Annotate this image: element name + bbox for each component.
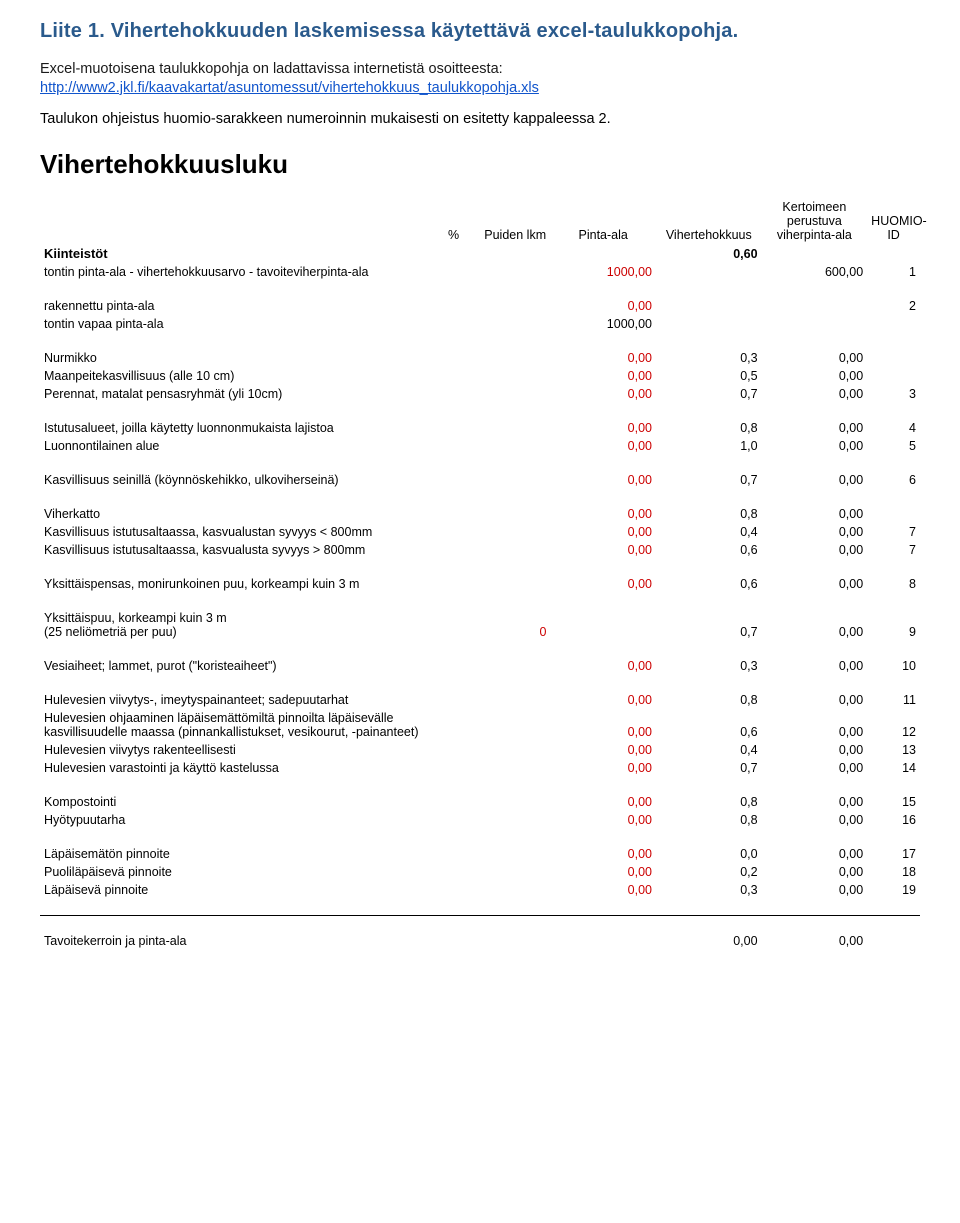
row-label: rakennettu pinta-ala (40, 297, 427, 315)
row-label: Hyötypuutarha (40, 811, 427, 829)
table-row (40, 489, 920, 505)
row-label: Kasvillisuus istutusaltaassa, kasvualust… (40, 523, 427, 541)
row-label: Hulevesien ohjaaminen läpäisemättömiltä … (40, 709, 427, 741)
table-row: Hulevesien viivytys rakenteellisesti0,00… (40, 741, 920, 759)
row-label: Kasvillisuus istutusaltaassa, kasvualust… (40, 541, 427, 559)
row-label: Viherkatto (40, 505, 427, 523)
kiinteistot-row: Kiinteistöt 0,60 (40, 244, 920, 263)
footer-row: Tavoitekerroin ja pinta-ala 0,000,00 (40, 932, 920, 950)
table-row: tontin vapaa pinta-ala1000,00 (40, 315, 920, 333)
table-row (40, 641, 920, 657)
row-label: Kasvillisuus seinillä (köynnöskehikko, u… (40, 471, 427, 489)
table-row: Hulevesien varastointi ja käyttö kastelu… (40, 759, 920, 777)
table-row (40, 559, 920, 575)
row-label: Vesiaiheet; lammet, purot ("koristeaihee… (40, 657, 427, 675)
table-row: Kasvillisuus istutusaltaassa, kasvualust… (40, 541, 920, 559)
kiinteistot-value: 0,60 (656, 244, 762, 263)
description-text: Taulukon ohjeistus huomio-sarakkeen nume… (40, 111, 920, 127)
footer-label: Tavoitekerroin ja pinta-ala (40, 932, 427, 950)
document-page: Liite 1. Vihertehokkuuden laskemisessa k… (20, 0, 940, 980)
row-label: Hulevesien viivytys-, imeytyspainanteet;… (40, 691, 427, 709)
table-row (40, 777, 920, 793)
section-heading: Vihertehokkuusluku (40, 149, 920, 180)
download-link[interactable]: http://www2.jkl.fi/kaavakartat/asuntomes… (40, 80, 539, 96)
table-row: Yksittäispensas, monirunkoinen puu, kork… (40, 575, 920, 593)
page-title: Liite 1. Vihertehokkuuden laskemisessa k… (40, 20, 920, 43)
row-label: Perennat, matalat pensasryhmät (yli 10cm… (40, 385, 427, 403)
row-label: Istutusalueet, joilla käytetty luonnonmu… (40, 419, 427, 437)
table-row: Viherkatto0,000,80,00 (40, 505, 920, 523)
table-row (40, 675, 920, 691)
row-label: Kompostointi (40, 793, 427, 811)
intro-text: Excel-muotoisena taulukkopohja on ladatt… (40, 61, 920, 77)
table-row: rakennettu pinta-ala0,002 (40, 297, 920, 315)
row-label: Yksittäispensas, monirunkoinen puu, kork… (40, 575, 427, 593)
table-row (40, 333, 920, 349)
row-label: Maanpeitekasvillisuus (alle 10 cm) (40, 367, 427, 385)
table-row: Läpäisevä pinnoite0,000,30,0019 (40, 881, 920, 899)
table-row: Hyötypuutarha0,000,80,0016 (40, 811, 920, 829)
col-viher: Vihertehokkuus (656, 198, 762, 244)
row-label: tontin pinta-ala - vihertehokkuusarvo - … (40, 263, 427, 281)
table-row: Kasvillisuus seinillä (köynnöskehikko, u… (40, 471, 920, 489)
table-row: Hulevesien viivytys-, imeytyspainanteet;… (40, 691, 920, 709)
col-pct: % (427, 198, 480, 244)
footer-viherp: 0,00 (762, 932, 868, 950)
table-row: Kasvillisuus istutusaltaassa, kasvualust… (40, 523, 920, 541)
row-label: Läpäisevä pinnoite (40, 881, 427, 899)
data-table: % Puiden lkm Pinta-ala Vihertehokkuus Ke… (40, 198, 920, 950)
table-row: Maanpeitekasvillisuus (alle 10 cm)0,000,… (40, 367, 920, 385)
table-row: Nurmikko0,000,30,00 (40, 349, 920, 367)
footer-viher: 0,00 (656, 932, 762, 950)
table-row: Kompostointi0,000,80,0015 (40, 793, 920, 811)
row-label: Puoliläpäisevä pinnoite (40, 863, 427, 881)
table-row: Yksittäispuu, korkeampi kuin 3 m (25 nel… (40, 609, 920, 641)
table-row: Hulevesien ohjaaminen läpäisemättömiltä … (40, 709, 920, 741)
row-label: tontin vapaa pinta-ala (40, 315, 427, 333)
col-lkm: Puiden lkm (480, 198, 550, 244)
kiinteistot-label: Kiinteistöt (40, 244, 427, 263)
row-label: Nurmikko (40, 349, 427, 367)
table-header-row: % Puiden lkm Pinta-ala Vihertehokkuus Ke… (40, 198, 920, 244)
table-row (40, 403, 920, 419)
table-row (40, 829, 920, 845)
table-row: Istutusalueet, joilla käytetty luonnonmu… (40, 419, 920, 437)
row-label: Yksittäispuu, korkeampi kuin 3 m (25 nel… (40, 609, 427, 641)
row-label: Luonnontilainen alue (40, 437, 427, 455)
table-row: Läpäisemätön pinnoite0,000,00,0017 (40, 845, 920, 863)
table-row: Vesiaiheet; lammet, purot ("koristeaihee… (40, 657, 920, 675)
row-label: Läpäisemätön pinnoite (40, 845, 427, 863)
table-row: tontin pinta-ala - vihertehokkuusarvo - … (40, 263, 920, 281)
table-row (40, 281, 920, 297)
col-id: HUOMIO-ID (867, 198, 920, 244)
col-pinta: Pinta-ala (550, 198, 656, 244)
col-viherp: Kertoimeen perustuva viherpinta-ala (762, 198, 868, 244)
table-row: Perennat, matalat pensasryhmät (yli 10cm… (40, 385, 920, 403)
row-label: Hulevesien varastointi ja käyttö kastelu… (40, 759, 427, 777)
table-row (40, 593, 920, 609)
table-row: Puoliläpäisevä pinnoite0,000,20,0018 (40, 863, 920, 881)
table-row (40, 455, 920, 471)
table-row: Luonnontilainen alue0,001,00,005 (40, 437, 920, 455)
row-label: Hulevesien viivytys rakenteellisesti (40, 741, 427, 759)
